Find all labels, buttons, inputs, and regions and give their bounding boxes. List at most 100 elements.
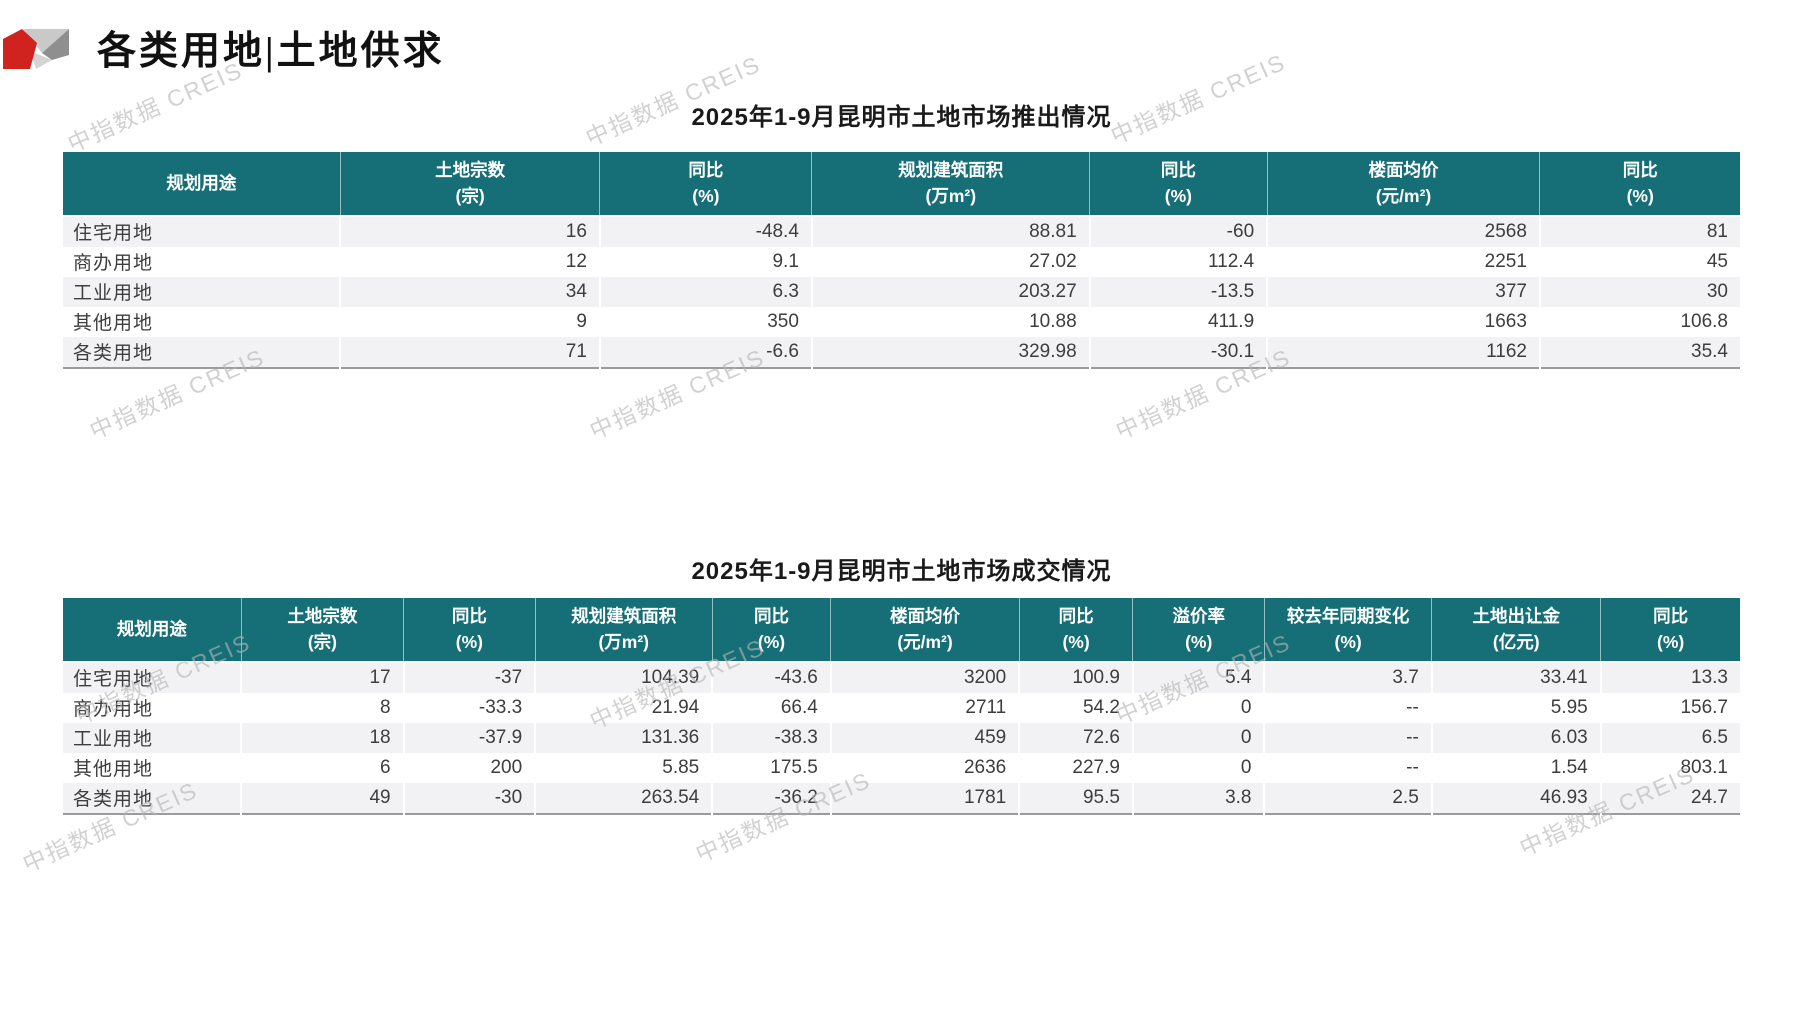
value-cell: 72.6 (1019, 722, 1134, 753)
header-cell: 规划建筑面积 (万m²) (811, 152, 1091, 217)
table-row: 各类用地 71 -6.6 329.98 -30.1 1162 35.4 (63, 336, 1740, 368)
value-cell: 5.95 (1431, 692, 1602, 723)
table-row: 住宅用地 16 -48.4 88.81 -60 2568 81 (63, 215, 1740, 247)
header-cell: 规划建筑面积 (万m²) (535, 598, 713, 663)
header-line2: (元/m²) (1375, 186, 1432, 207)
row-label-cell: 其他用地 (63, 752, 243, 783)
value-cell: 49 (241, 782, 405, 814)
value-cell: -30 (403, 782, 537, 814)
value-cell: 112.4 (1089, 246, 1269, 277)
table-row: 各类用地 49 -30 263.54 -36.2 1781 95.5 3.8 2.5 46.93 2… (63, 782, 1740, 814)
row-label-cell: 各类用地 (63, 782, 243, 814)
header-cell: 溢价率 (%) (1132, 598, 1265, 663)
value-cell: -43.6 (712, 661, 832, 693)
value-cell: 46.93 (1431, 782, 1602, 814)
value-cell: 329.98 (811, 336, 1091, 368)
row-label-cell: 工业用地 (63, 722, 243, 753)
value-cell: -37.9 (403, 722, 537, 753)
value-cell: -- (1264, 692, 1433, 723)
header-line1: 较去年同期变化 (1286, 606, 1410, 626)
header-line1: 土地出让金 (1472, 606, 1561, 626)
table-row: 工业用地 34 6.3 203.27 -13.5 377 30 (63, 276, 1740, 307)
value-cell: 3200 (830, 661, 1021, 693)
logo-shapes-icon (3, 29, 69, 69)
value-cell: 803.1 (1680, 756, 1728, 778)
header-line2: (%) (757, 632, 786, 653)
header-cell: 同比 (%) (599, 152, 813, 217)
value-cell: 54.2 (1019, 692, 1134, 723)
value-cell: 0 (1132, 752, 1266, 783)
value-cell: 81 (1706, 220, 1728, 242)
transaction-table-header: 规划用途 土地宗数 (宗) 同比 (%) 规划建筑面积 (万m²) 同比 (%) 楼面均价 (元/m… (63, 598, 1740, 663)
value-cell: 5.4 (1132, 661, 1266, 693)
header-cell: 同比 (%) (712, 598, 832, 663)
value-cell: -38.3 (712, 722, 832, 753)
value-cell: 203.27 (811, 276, 1091, 307)
value-cell: 33.41 (1431, 661, 1602, 693)
value-cell: 377 (1267, 276, 1541, 307)
value-cell: -37 (403, 661, 537, 693)
value-cell: 9.1 (599, 246, 813, 277)
creis-logo-icon (3, 28, 75, 70)
header-line1: 同比 (451, 606, 487, 626)
value-cell: 131.36 (535, 722, 714, 753)
value-cell: 21.94 (535, 692, 714, 723)
value-cell: 16 (340, 215, 601, 247)
row-label-cell: 商办用地 (63, 246, 342, 277)
value-cell: 0 (1132, 692, 1266, 723)
header-line2: (亿元) (1492, 632, 1540, 653)
header-line2: (%) (1626, 186, 1654, 207)
header-cell: 同比 (%) (1539, 152, 1740, 217)
value-cell: 13.3 (1691, 666, 1728, 688)
header-line2: (宗) (455, 186, 485, 207)
value-cell: 1781 (830, 782, 1021, 814)
value-cell: 12 (340, 246, 601, 277)
value-cell: 0 (1132, 722, 1266, 753)
value-cell: 24.7 (1691, 786, 1728, 808)
value-cell: 35.4 (1691, 340, 1728, 362)
launch-table-header: 规划用途 土地宗数 (宗) 同比 (%) 规划建筑面积 (万m²) 同比 (%) 楼面均价 (元/m… (63, 152, 1740, 217)
table-row: 商办用地 8 -33.3 21.94 66.4 2711 54.2 0 -- 5.95 156.7 (63, 692, 1740, 723)
header-line1: 同比 (688, 160, 724, 180)
header-cell: 土地出让金 (亿元) (1431, 598, 1602, 663)
table-row: 其他用地 9 350 10.88 411.9 1663 106.8 (63, 306, 1740, 337)
header-line2: (%) (1657, 632, 1685, 653)
value-cell: 45 (1706, 250, 1728, 272)
value-cell: 411.9 (1089, 306, 1269, 337)
header-cell: 楼面均价 (元/m²) (1267, 152, 1541, 217)
value-cell: 2.5 (1264, 782, 1433, 814)
header-cell: 同比 (%) (1600, 598, 1740, 663)
transaction-table-title: 2025年1-9月昆明市土地市场成交情况 (691, 558, 1112, 585)
header-line1: 同比 (1058, 606, 1094, 626)
value-cell: 6.03 (1431, 722, 1602, 753)
row-label-cell: 住宅用地 (63, 215, 342, 247)
value-cell: 34 (340, 276, 601, 307)
header-line1: 土地宗数 (435, 160, 506, 180)
value-cell: 2251 (1267, 246, 1541, 277)
value-cell: 2568 (1267, 215, 1541, 247)
header-line1: 规划用途 (116, 619, 187, 640)
header-line1: 楼面均价 (890, 606, 961, 626)
row-label-cell: 住宅用地 (63, 661, 243, 693)
value-cell: 2711 (830, 692, 1021, 723)
header-line2: (%) (692, 186, 720, 207)
value-cell: 459 (830, 722, 1021, 753)
value-cell: -13.5 (1089, 276, 1269, 307)
value-cell: -36.2 (712, 782, 832, 814)
header-line1: 同比 (754, 606, 790, 626)
value-cell: 104.39 (535, 661, 714, 693)
value-cell: 8 (241, 692, 405, 723)
value-cell: 175.5 (712, 752, 832, 783)
header-line2: (元/m²) (897, 632, 953, 653)
value-cell: 18 (241, 722, 405, 753)
value-cell: 9 (340, 306, 601, 337)
launch-table-title: 2025年1-9月昆明市土地市场推出情况 (691, 104, 1112, 131)
value-cell: 100.9 (1019, 661, 1134, 693)
row-label-cell: 各类用地 (63, 336, 342, 368)
value-cell: 66.4 (712, 692, 832, 723)
value-cell: 156.7 (1680, 696, 1728, 718)
value-cell: 227.9 (1019, 752, 1134, 783)
header-line2: (%) (455, 632, 484, 653)
value-cell: 10.88 (811, 306, 1091, 337)
table-row: 工业用地 18 -37.9 131.36 -38.3 459 72.6 0 -- 6.03 6.5 (63, 722, 1740, 753)
